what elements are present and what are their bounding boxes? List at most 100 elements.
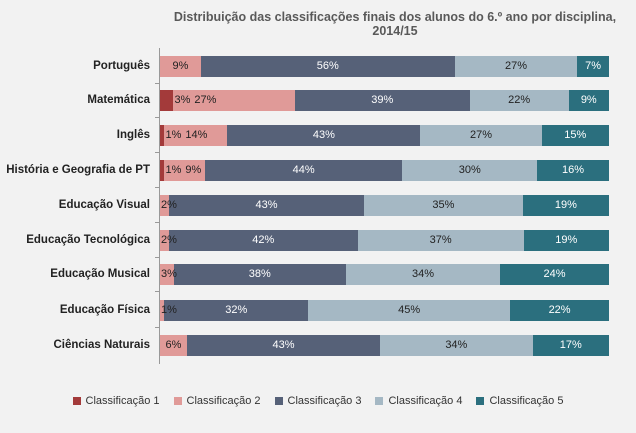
- stacked-bar: 3% 27% 39% 22% 9%: [160, 90, 609, 111]
- bar-segment-classificacao-2: 2%: [160, 230, 177, 251]
- bar-segment-classificacao-2: 3% 27%: [173, 90, 295, 111]
- bar-segment-classificacao-1: [160, 90, 174, 111]
- data-label: 34%: [445, 339, 468, 351]
- data-label: 35%: [432, 199, 455, 211]
- category-label: Português: [93, 60, 150, 72]
- stacked-bar: 1% 14% 43% 27% 15%: [160, 125, 609, 146]
- bar-row: Português 9% 56% 27% 7%: [0, 56, 636, 77]
- data-label: 17%: [559, 339, 582, 351]
- bar-segment-classificacao-3: 43%: [169, 195, 365, 216]
- data-label: 22%: [548, 304, 571, 316]
- bar-segment-classificacao-4: 35%: [364, 195, 523, 216]
- bar-segment-classificacao-2: 6%: [160, 335, 187, 356]
- bar-segment-classificacao-4: 34%: [380, 335, 533, 356]
- axis-tick: [155, 152, 159, 153]
- axis-tick: [155, 187, 159, 188]
- bar-segment-classificacao-1: [160, 160, 165, 181]
- bar-row: Inglês 1% 14% 43% 27% 15%: [0, 125, 636, 146]
- bar-segment-classificacao-3: 38%: [173, 264, 346, 285]
- legend-item: Classificação 1: [72, 395, 160, 407]
- stacked-bar: 1% 32% 45% 22%: [160, 300, 609, 321]
- bar-segment-classificacao-4: 37%: [357, 230, 524, 251]
- data-label: 39%: [371, 94, 394, 106]
- bar-segment-classificacao-1: [160, 125, 165, 146]
- bar-segment-classificacao-2: 1%: [160, 300, 177, 321]
- category-label: Ciências Naturais: [53, 339, 150, 351]
- legend-swatch: [72, 397, 81, 405]
- bar-segment-classificacao-4: 34%: [345, 264, 501, 285]
- axis-tick: [155, 117, 159, 118]
- data-label: 30%: [458, 164, 481, 176]
- chart-title: Distribuição das classificações finais d…: [173, 10, 617, 38]
- data-label: 2%: [161, 234, 177, 246]
- bar-segment-classificacao-5: 19%: [522, 195, 609, 216]
- bar-segment-classificacao-4: 27%: [420, 125, 542, 146]
- legend-label: Classificação 1: [85, 395, 160, 407]
- data-label: 32%: [225, 304, 248, 316]
- bar-row: Educação Física 1% 32% 45% 22%: [0, 300, 636, 321]
- category-label: História e Geografia de PT: [6, 164, 150, 176]
- bar-segment-classificacao-5: 16%: [537, 160, 609, 181]
- data-label: 9%: [185, 164, 202, 176]
- data-label: 45%: [398, 304, 421, 316]
- legend-label: Classificação 3: [287, 395, 362, 407]
- legend-swatch: [476, 397, 485, 405]
- data-label: 16%: [562, 164, 585, 176]
- bar-segment-classificacao-2: 1% 14%: [164, 125, 228, 146]
- y-axis-line: [159, 48, 160, 364]
- stacked-bar: 6% 43% 34% 17%: [160, 335, 609, 356]
- bar-segment-classificacao-5: 17%: [532, 335, 609, 356]
- axis-tick: [155, 327, 159, 328]
- legend-label: Classificação 4: [388, 395, 463, 407]
- bar-row: Educação Musical 3% 38% 34% 24%: [0, 264, 636, 285]
- bar-segment-classificacao-2: 9%: [160, 56, 201, 77]
- data-label: 1%: [161, 304, 177, 316]
- data-label: 22%: [508, 94, 531, 106]
- axis-tick: [155, 257, 159, 258]
- data-label: 37%: [429, 234, 452, 246]
- data-label: 56%: [316, 60, 339, 72]
- data-label: 27%: [504, 60, 528, 72]
- data-label: 34%: [412, 268, 435, 280]
- category-label: Educação Musical: [50, 268, 150, 280]
- data-label: 3%: [174, 94, 191, 106]
- data-label: 19%: [554, 199, 577, 211]
- legend-swatch: [375, 397, 384, 405]
- data-label: 42%: [252, 234, 275, 246]
- bar-segment-classificacao-5: 9%: [568, 90, 609, 111]
- bar-segment-classificacao-5: 15%: [541, 125, 609, 146]
- category-label: Educação Tecnológica: [26, 234, 150, 246]
- bar-row: Ciências Naturais 6% 43% 34% 17%: [0, 335, 636, 356]
- data-label: 43%: [312, 129, 335, 141]
- bar-segment-classificacao-5: 24%: [500, 264, 609, 285]
- data-label: 43%: [255, 199, 278, 211]
- legend: Classificação 1 Classificação 2 Classifica…: [0, 395, 636, 407]
- data-label: 24%: [543, 268, 566, 280]
- axis-tick: [155, 83, 159, 84]
- bar-row: Educação Tecnológica 2% 42% 37% 19%: [0, 230, 636, 251]
- bar-segment-classificacao-2: 3%: [160, 264, 177, 285]
- data-label: 1%: [165, 164, 182, 176]
- data-label: 19%: [555, 234, 578, 246]
- bar-segment-classificacao-3: 44%: [204, 160, 403, 181]
- category-label: Educação Física: [59, 304, 150, 316]
- legend-label: Classificação 2: [186, 395, 261, 407]
- stacked-bar: 2% 42% 37% 19%: [160, 230, 609, 251]
- bar-segment-classificacao-3: 32%: [164, 300, 309, 321]
- data-label: 7%: [585, 60, 602, 72]
- bar-segment-classificacao-4: 22%: [469, 90, 569, 111]
- legend-swatch: [274, 397, 283, 405]
- data-label: 15%: [564, 129, 587, 141]
- legend-swatch: [173, 397, 182, 405]
- bar-segment-classificacao-5: 19%: [523, 230, 609, 251]
- stacked-bar: 1% 9% 44% 30% 16%: [160, 160, 609, 181]
- data-label: 6%: [165, 339, 182, 351]
- legend-item: Classificação 4: [375, 395, 462, 407]
- legend-item: Classificação 3: [274, 395, 362, 407]
- bar-segment-classificacao-3: 39%: [294, 90, 470, 111]
- bar-segment-classificacao-4: 30%: [402, 160, 538, 181]
- legend-label: Classificação 5: [489, 395, 564, 407]
- bar-row: Matemática 3% 27% 39% 22% 9%: [0, 90, 636, 111]
- bar-row: História e Geografia de PT 1% 9% 44% 30% 16%: [0, 160, 636, 181]
